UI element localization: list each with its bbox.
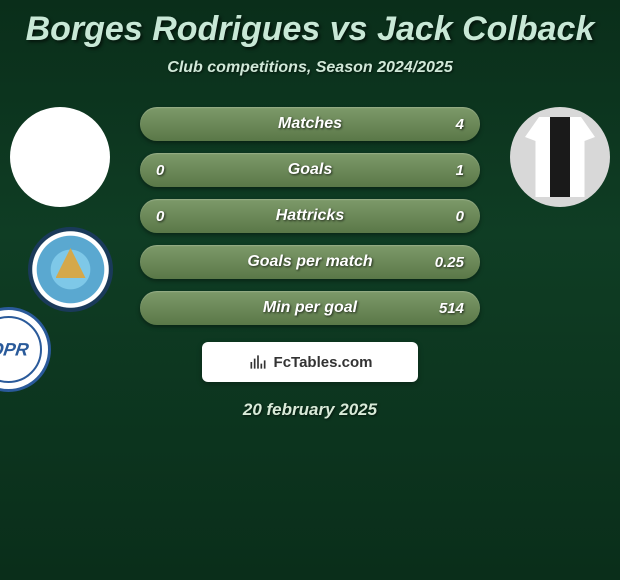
stat-right-value: 0 [424,208,464,225]
stat-row: Min per goal 514 [140,291,480,325]
stat-row: Goals per match 0.25 [140,245,480,279]
stat-label: Matches [196,115,424,133]
page-title: Borges Rodrigues vs Jack Colback [0,0,620,49]
stat-label: Hattricks [196,207,424,225]
brand-badge: FcTables.com [202,342,418,382]
player-left-avatar [10,107,110,207]
stat-row: 0 Hattricks 0 [140,199,480,233]
stat-label: Goals per match [196,253,424,271]
stat-rows: Matches 4 0 Goals 1 0 Hattricks 0 Goals … [140,107,480,337]
stat-right-value: 514 [424,300,464,317]
comparison-area: Matches 4 0 Goals 1 0 Hattricks 0 Goals … [0,97,620,327]
chart-icon [248,352,268,372]
stat-right-value: 0.25 [424,254,464,271]
subtitle: Club competitions, Season 2024/2025 [0,59,620,77]
stat-row: 0 Goals 1 [140,153,480,187]
stat-left-value: 0 [156,208,196,225]
player-right-avatar [510,107,610,207]
jersey-icon [525,117,595,197]
stat-label: Goals [196,161,424,179]
club-left-crest [28,227,113,312]
club-right-crest [0,307,51,392]
date-text: 20 february 2025 [0,400,620,420]
stat-label: Min per goal [196,299,424,317]
brand-text: FcTables.com [274,354,373,371]
stat-right-value: 1 [424,162,464,179]
stat-left-value: 0 [156,162,196,179]
stat-right-value: 4 [424,116,464,133]
stat-row: Matches 4 [140,107,480,141]
